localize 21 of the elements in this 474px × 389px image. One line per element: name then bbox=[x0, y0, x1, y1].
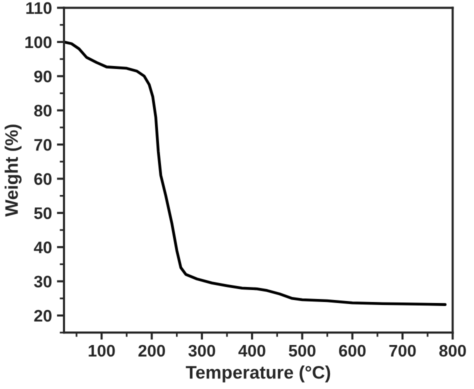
x-tick-label: 400 bbox=[238, 344, 266, 357]
y-tick-label: 110 bbox=[26, 2, 52, 14]
line-series bbox=[64, 40, 447, 306]
x-tick-label: 500 bbox=[288, 344, 316, 357]
y-axis-title: Weight (%) bbox=[4, 124, 22, 217]
y-tick-label: 40 bbox=[34, 242, 52, 254]
x-tick-label: 800 bbox=[439, 344, 466, 357]
x-tick-label: 200 bbox=[138, 344, 165, 357]
y-tick-label: 30 bbox=[34, 276, 52, 288]
y-tick-label: 70 bbox=[34, 138, 52, 151]
y-tick-label: 50 bbox=[34, 207, 52, 220]
x-tick-label: 700 bbox=[389, 344, 416, 357]
y-tick-label: 90 bbox=[34, 70, 52, 82]
y-tick-label: 60 bbox=[34, 173, 52, 185]
x-axis-title: Temperature (°C) bbox=[186, 365, 330, 382]
y-tick-label: 100 bbox=[25, 36, 52, 48]
x-tick-label: 600 bbox=[339, 344, 366, 357]
x-tick-label: 300 bbox=[188, 344, 216, 357]
y-tick-label: 20 bbox=[34, 310, 52, 322]
x-tick-label: 100 bbox=[88, 344, 115, 357]
y-tick-label: 80 bbox=[34, 104, 52, 117]
